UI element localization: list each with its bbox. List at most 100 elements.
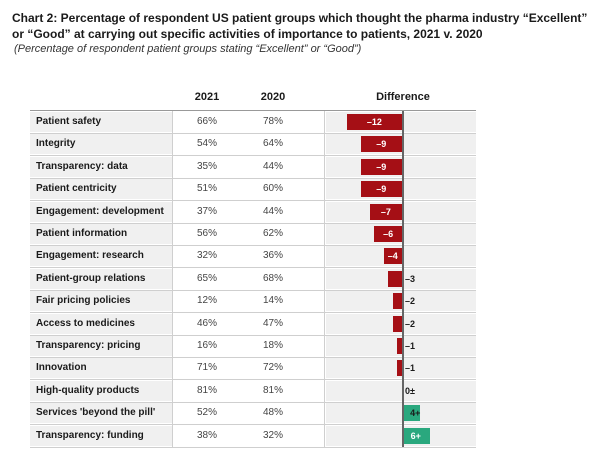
row-separator xyxy=(30,424,476,426)
value-2020: 64% xyxy=(262,138,283,150)
value-2020: 78% xyxy=(262,116,283,127)
column-divider xyxy=(172,223,173,245)
column-divider xyxy=(324,379,325,402)
chart-title: Chart 2: Percentage of respondent US pat… xyxy=(12,11,588,41)
value-2021: 32% xyxy=(196,250,217,262)
column-divider xyxy=(324,245,325,268)
row-label: Patient information xyxy=(36,228,128,239)
value-2021: 65% xyxy=(196,272,217,284)
difference-label: –9 xyxy=(376,139,387,150)
difference-label: –6 xyxy=(383,229,394,239)
column-divider xyxy=(172,133,173,156)
header-rule xyxy=(30,110,476,111)
table-row: Services 'beyond the pill' 52% 48% 4+ xyxy=(30,402,476,426)
column-divider xyxy=(172,267,173,290)
row-label-background xyxy=(30,291,172,312)
table-row: Transparency: pricing 16% 18% –1 xyxy=(30,335,476,358)
difference-bar xyxy=(346,114,402,130)
difference-bar xyxy=(388,270,402,287)
row-label: Patient safety xyxy=(36,116,102,127)
table-row: Transparency: data 35% 44% –9 xyxy=(30,155,476,179)
column-divider xyxy=(172,290,173,313)
difference-bar xyxy=(392,293,402,310)
value-2021: 12% xyxy=(196,295,217,307)
table-row: Engagement: development 37% 44% –7 xyxy=(30,200,476,224)
row-label: Integrity xyxy=(36,138,76,150)
difference-label: 0± xyxy=(405,385,415,396)
column-divider xyxy=(172,155,173,178)
row-label-background xyxy=(30,246,172,267)
difference-label: –3 xyxy=(405,273,416,284)
difference-bar xyxy=(360,158,402,175)
column-divider xyxy=(172,245,173,268)
difference-bar xyxy=(360,136,402,153)
column-divider xyxy=(172,335,173,357)
value-2020: 44% xyxy=(262,205,283,217)
row-label: Services 'beyond the pill' xyxy=(36,407,156,419)
row-separator xyxy=(30,334,476,336)
difference-bar xyxy=(397,360,402,377)
difference-label: 4+ xyxy=(410,408,421,419)
row-separator xyxy=(30,133,476,134)
value-2020: 48% xyxy=(262,407,283,419)
difference-track xyxy=(326,380,476,401)
value-2020: 60% xyxy=(262,183,283,195)
value-2021: 35% xyxy=(196,160,217,172)
value-2020: 14% xyxy=(262,295,283,307)
column-header-difference: Difference xyxy=(376,91,430,103)
column-header-2021: 2021 xyxy=(194,91,220,103)
column-divider xyxy=(324,312,325,335)
row-separator xyxy=(30,379,476,381)
chart-subtitle: (Percentage of respondent patient groups… xyxy=(14,43,362,55)
row-separator xyxy=(30,267,476,269)
value-2021: 54% xyxy=(196,138,217,150)
value-2021: 37% xyxy=(196,205,217,217)
row-label: Innovation xyxy=(36,362,87,374)
column-header-2020: 2020 xyxy=(260,91,286,103)
difference-label: –12 xyxy=(366,117,382,127)
difference-bar xyxy=(383,248,402,265)
table-row: Patient safety 66% 78% –12 xyxy=(30,111,476,134)
column-divider xyxy=(172,178,173,201)
table-row: Transparency: funding 38% 32% 6+ xyxy=(30,424,476,448)
table-row: High-quality products 81% 81% 0± xyxy=(30,379,476,403)
table-row: Patient-group relations 65% 68% –3 xyxy=(30,267,476,291)
value-2020: 72% xyxy=(262,362,283,374)
difference-label: –1 xyxy=(405,341,416,351)
value-2020: 44% xyxy=(262,160,283,172)
column-divider xyxy=(172,312,173,335)
row-label: Patient-group relations xyxy=(36,272,146,284)
row-separator xyxy=(30,177,476,179)
row-label-background xyxy=(30,336,172,356)
difference-bar xyxy=(402,405,421,422)
difference-label: 6+ xyxy=(410,430,421,441)
row-label: Transparency: data xyxy=(36,160,128,172)
value-2020: 47% xyxy=(262,317,283,329)
difference-label: –2 xyxy=(405,296,416,307)
row-label-background xyxy=(30,112,172,132)
row-separator xyxy=(30,222,476,224)
column-divider xyxy=(172,402,173,425)
row-label-background xyxy=(30,358,172,379)
table-row: Access to medicines 46% 47% –2 xyxy=(30,312,476,336)
row-label-background xyxy=(30,268,172,289)
value-2021: 56% xyxy=(196,228,217,239)
row-label-background xyxy=(30,425,172,446)
difference-bar xyxy=(369,203,402,220)
value-2020: 18% xyxy=(262,340,283,351)
table-row: Patient information 56% 62% –6 xyxy=(30,223,476,246)
value-2021: 66% xyxy=(196,116,217,127)
column-divider xyxy=(172,111,173,133)
column-divider xyxy=(324,357,325,380)
difference-track xyxy=(326,403,476,424)
table-row: Integrity 54% 64% –9 xyxy=(30,133,476,157)
column-divider xyxy=(324,424,325,447)
difference-label: –1 xyxy=(405,363,416,374)
row-label: Transparency: funding xyxy=(36,429,144,441)
column-divider xyxy=(324,178,325,201)
difference-bar xyxy=(397,338,402,354)
row-label-background xyxy=(30,313,172,334)
column-divider xyxy=(324,133,325,156)
difference-label: –9 xyxy=(376,184,387,195)
row-label-background xyxy=(30,403,172,424)
